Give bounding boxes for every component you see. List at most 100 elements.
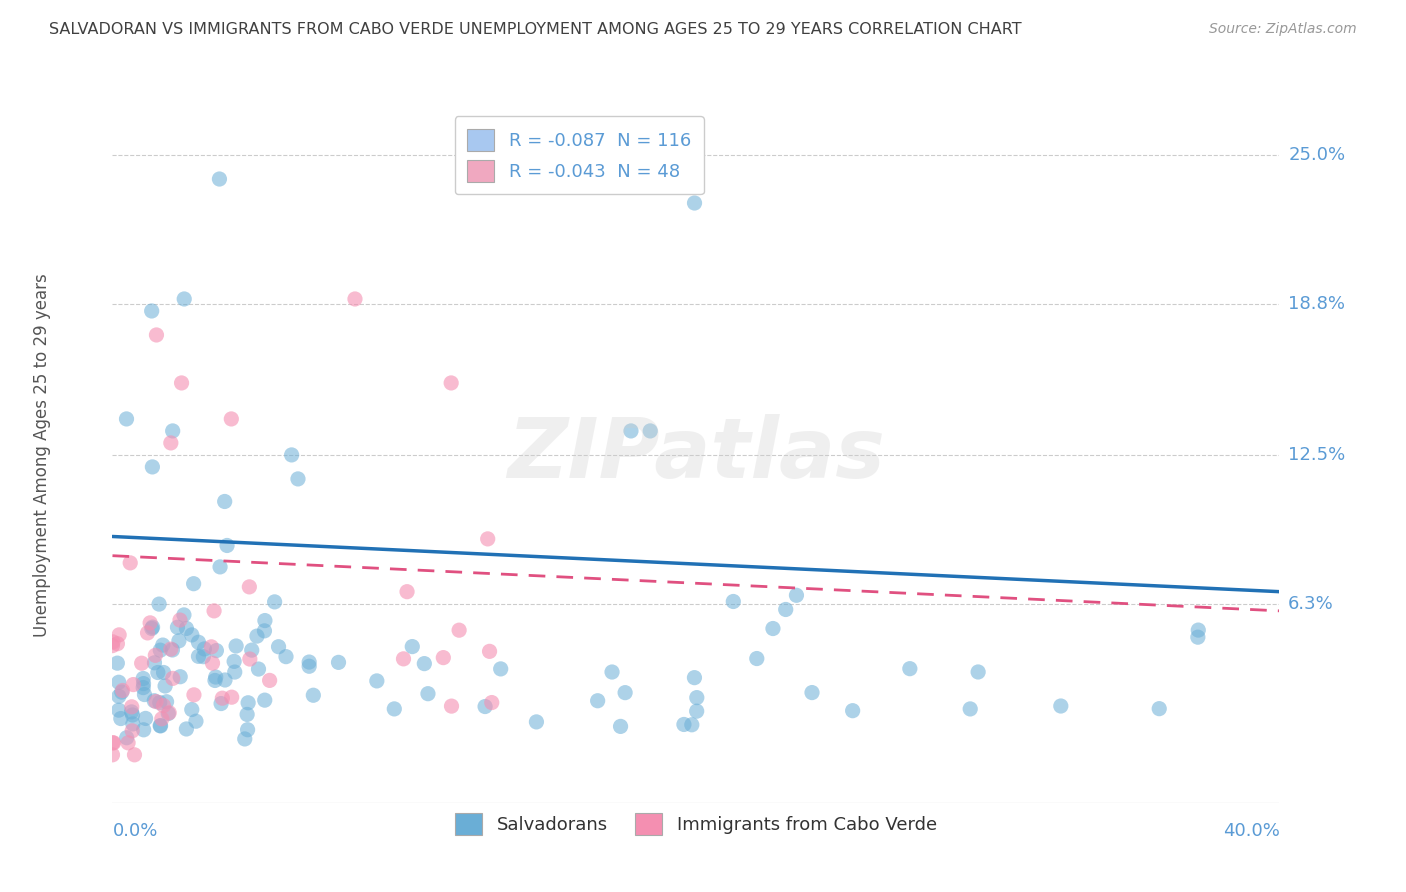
Point	[157, 706, 180, 721]
Point	[143, 648, 166, 663]
Point	[416, 687, 439, 701]
Point	[101, 635, 124, 649]
Point	[267, 640, 290, 654]
Point	[280, 448, 302, 462]
Point	[1187, 630, 1209, 644]
Text: ZIPatlas: ZIPatlas	[508, 415, 884, 495]
Point	[686, 690, 709, 705]
Text: Source: ZipAtlas.com: Source: ZipAtlas.com	[1209, 22, 1357, 37]
Point	[152, 665, 174, 680]
Point	[160, 436, 183, 450]
Point	[166, 620, 188, 634]
Point	[489, 662, 512, 676]
Point	[132, 672, 155, 686]
Point	[173, 292, 195, 306]
Point	[204, 673, 226, 688]
Point	[287, 472, 309, 486]
Point	[253, 624, 276, 638]
Point	[173, 607, 195, 622]
Point	[152, 698, 174, 713]
Point	[609, 719, 631, 733]
Point	[586, 694, 609, 708]
Text: 6.3%: 6.3%	[1288, 595, 1334, 613]
Point	[153, 679, 176, 693]
Point	[841, 704, 863, 718]
Point	[108, 690, 131, 704]
Point	[683, 671, 706, 685]
Point	[201, 656, 224, 670]
Point	[209, 697, 232, 711]
Point	[169, 670, 191, 684]
Point	[132, 681, 155, 695]
Point	[225, 639, 247, 653]
Point	[239, 652, 262, 666]
Point	[149, 719, 172, 733]
Point	[236, 707, 259, 722]
Point	[162, 672, 184, 686]
Point	[180, 628, 202, 642]
Point	[274, 649, 297, 664]
Point	[208, 172, 231, 186]
Point	[111, 683, 134, 698]
Point	[187, 635, 209, 649]
Point	[101, 736, 124, 750]
Point	[224, 654, 246, 668]
Point	[328, 656, 350, 670]
Point	[187, 649, 209, 664]
Point	[224, 665, 246, 679]
Point	[898, 662, 921, 676]
Point	[193, 641, 215, 656]
Point	[132, 676, 155, 690]
Point	[382, 702, 405, 716]
Point	[526, 714, 548, 729]
Point	[413, 657, 436, 671]
Point	[193, 649, 215, 664]
Point	[775, 602, 797, 616]
Point	[121, 723, 143, 738]
Point	[638, 424, 661, 438]
Point	[120, 556, 142, 570]
Point	[142, 620, 165, 634]
Point	[184, 714, 207, 729]
Point	[209, 560, 232, 574]
Point	[343, 292, 366, 306]
Point	[967, 665, 990, 679]
Legend: Salvadorans, Immigrants from Cabo Verde: Salvadorans, Immigrants from Cabo Verde	[444, 802, 948, 846]
Point	[440, 376, 463, 390]
Point	[366, 673, 388, 688]
Point	[115, 731, 138, 745]
Point	[959, 702, 981, 716]
Point	[600, 665, 623, 679]
Point	[149, 719, 172, 733]
Point	[149, 643, 172, 657]
Point	[236, 723, 259, 737]
Point	[150, 712, 173, 726]
Point	[139, 615, 162, 630]
Point	[432, 650, 454, 665]
Text: 0.0%: 0.0%	[112, 822, 157, 840]
Point	[233, 731, 256, 746]
Point	[474, 699, 496, 714]
Point	[620, 424, 643, 438]
Point	[160, 642, 183, 657]
Point	[681, 718, 703, 732]
Point	[785, 588, 807, 602]
Point	[246, 629, 269, 643]
Point	[101, 747, 124, 762]
Point	[672, 717, 695, 731]
Point	[263, 595, 285, 609]
Point	[111, 685, 134, 699]
Point	[107, 675, 129, 690]
Point	[392, 652, 415, 666]
Point	[169, 613, 191, 627]
Point	[131, 657, 153, 671]
Point	[801, 685, 824, 699]
Point	[152, 638, 174, 652]
Point	[136, 626, 159, 640]
Text: 25.0%: 25.0%	[1288, 146, 1346, 164]
Point	[214, 494, 236, 508]
Point	[183, 576, 205, 591]
Point	[162, 643, 184, 657]
Point	[121, 708, 143, 723]
Point	[134, 688, 156, 702]
